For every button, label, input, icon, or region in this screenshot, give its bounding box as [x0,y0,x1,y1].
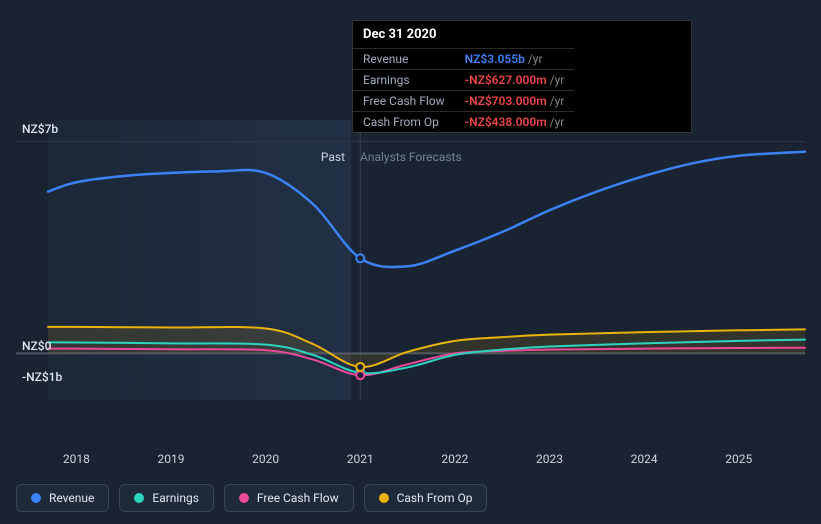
circle-icon [379,493,389,503]
marker-dot-fcf [356,371,364,379]
tooltip-row: Earnings-NZ$627.000m /yr [353,70,574,91]
x-axis-label: 2019 [158,452,185,466]
data-tooltip: Dec 31 2020 RevenueNZ$3.055b /yrEarnings… [352,20,692,133]
legend-item-fcf[interactable]: Free Cash Flow [224,484,354,512]
tooltip-row: RevenueNZ$3.055b /yr [353,49,574,70]
series-line-revenue [48,152,805,267]
circle-icon [134,493,144,503]
circle-icon [31,493,41,503]
marker-dot-revenue [356,254,364,262]
chart-legend: Revenue Earnings Free Cash Flow Cash Fro… [16,484,487,512]
legend-label: Revenue [49,491,94,505]
legend-label: Earnings [152,491,199,505]
chart-plot-area[interactable] [16,120,805,440]
x-axis-label: 2018 [63,452,90,466]
x-axis-label: 2021 [347,452,374,466]
tooltip-value: NZ$3.055b /yr [455,49,575,70]
tooltip-metric: Cash From Op [353,112,455,133]
y-axis-label: NZ$0 [22,339,51,353]
x-axis-label: 2022 [441,452,468,466]
x-axis-label: 2024 [631,452,658,466]
y-axis-label: NZ$7b [22,122,58,136]
x-axis-label: 2020 [252,452,279,466]
legend-item-revenue[interactable]: Revenue [16,484,109,512]
legend-item-earnings[interactable]: Earnings [119,484,214,512]
tooltip-metric: Earnings [353,70,455,91]
y-axis-label: -NZ$1b [22,370,62,384]
financials-chart: Past Analysts Forecasts NZ$7bNZ$0-NZ$1b2… [16,120,805,440]
circle-icon [239,493,249,503]
x-axis-label: 2023 [536,452,563,466]
legend-label: Free Cash Flow [257,491,339,505]
tooltip-metric: Revenue [353,49,455,70]
tooltip-value: -NZ$438.000m /yr [455,112,575,133]
tooltip-value: -NZ$703.000m /yr [455,91,575,112]
tooltip-table: RevenueNZ$3.055b /yrEarnings-NZ$627.000m… [353,48,574,132]
tooltip-date: Dec 31 2020 [353,21,691,48]
legend-label: Cash From Op [397,491,473,505]
tooltip-row: Cash From Op-NZ$438.000m /yr [353,112,574,133]
tooltip-row: Free Cash Flow-NZ$703.000m /yr [353,91,574,112]
legend-item-cfo[interactable]: Cash From Op [364,484,488,512]
tooltip-metric: Free Cash Flow [353,91,455,112]
marker-dot-cfo [356,363,364,371]
tooltip-value: -NZ$627.000m /yr [455,70,575,91]
x-axis-label: 2025 [725,452,752,466]
